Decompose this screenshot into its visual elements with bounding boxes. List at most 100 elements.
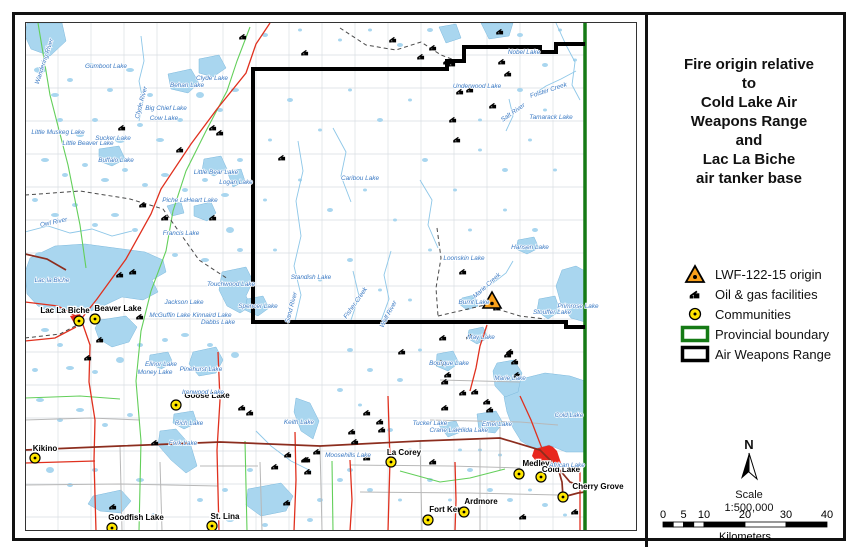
oil-gas-facility-icon [496,28,504,35]
scale-tick-label: 40 [821,509,833,521]
community-marker: Cherry Grove [557,481,625,503]
scale-ratio: 1:500,000 [724,502,774,514]
map-frame [25,22,637,531]
lake-label: Primrose Lake [557,303,599,310]
lake-label: Logan Lake [219,179,253,186]
oil-gas-facility-icon [284,451,292,458]
legend-item-label: Communities [715,306,791,322]
legend-item: Oil & gas facilities [648,284,850,304]
oil-gas-facility-icon [351,438,359,445]
community-label: St. Lina [211,512,240,521]
lake-label: Money Lake [138,369,173,376]
lake-label: Elinor Lake [145,361,177,368]
oil-gas-facility-icon [136,313,144,320]
oil-gas-facility-icon [216,129,224,136]
oil-gas-facility-icon [304,468,312,475]
oil-gas-facility-icon [441,404,449,411]
lake-label: Salt River [500,101,527,123]
oil-gas-facility-icon [489,102,497,109]
oil-gas-facility-icon [466,333,474,340]
outer-frame [12,12,846,541]
legend-item: Provincial boundary [648,324,850,344]
lake-label: Little Beaver Lake [62,140,114,147]
oil-gas-facility-icon [278,154,286,161]
oil-gas-facility-icon [483,398,491,405]
oil-gas-facility-icon [571,508,579,515]
scale-bar-segment [744,521,787,528]
scale-bar-canvas: 0 5 10 20 30 40 Kilometers [660,509,833,543]
oil-gas-facility-icon [486,406,494,413]
oil-gas-facility-icon [439,334,447,341]
lake-label: Spencer Lake [238,303,278,310]
oil-gas-facility-icon [301,456,309,463]
community-icon [688,307,702,321]
scale-bar-segment [703,521,746,528]
legend-item-label: Provincial boundary [715,326,830,342]
oil-gas-facility-icon [238,404,246,411]
scale-tick-label: 30 [780,509,792,521]
map-title: Fire origin relative to Cold Lake Air We… [683,56,815,187]
community-label: Cold Lake [542,465,581,474]
legend-item-label: Air Weapons Range [715,346,832,362]
lake-label: Bourque Lake [429,360,469,367]
oil-gas-facility-icon [471,388,479,395]
oil-gas-facility-icon [429,458,437,465]
lake-label: Owl River [39,216,68,229]
oil-gas-facility-icon [301,49,309,56]
lake-label: Nobel Lake [508,49,541,56]
oil-gas-facility-icon [96,336,104,343]
oil-gas-facility-icon [313,448,321,455]
north-arrow-icon [741,452,758,481]
lake-label: Cold Lake [555,412,584,419]
community-label: Kikino [33,444,58,453]
lake-label: African Lake [548,462,585,469]
community-marker: Beaver Lake [89,303,143,325]
oil-gas-facility-icon [448,60,456,67]
map-canvas: Lac La Biche Beaver Lake Goose Lake Kikino G… [25,22,637,531]
oil-gas-facility-icon [376,418,384,425]
oil-gas-facility-icon [441,378,449,385]
scale-bar-segment [672,521,684,528]
oil-gas-facility-icon [283,499,291,506]
lake-label: McGuffin Lake [149,312,191,319]
community-label: Goodfish Lake [108,513,164,522]
oil-gas-facility-icon [459,389,467,396]
oil-gas-facility-icon [348,428,356,435]
oil-gas-facility-icon [209,124,217,131]
lake-label: Buffalo Lake [98,157,134,164]
community-label: Ardmore [464,497,498,506]
lake-label: Big Chief Lake [145,105,187,112]
oil-gas-facility-icon [209,214,217,221]
oil-gas-facility-icon [466,86,474,93]
lake-label: Pinehurst Lake [180,366,223,373]
lake-label: Touchwood Lake [207,281,256,288]
scale-bar-segment [683,521,695,528]
oil-gas-facility-icon [444,371,452,378]
communities: Lac La Biche Beaver Lake Goose Lake Kikino G… [29,303,625,531]
oil-gas-facility-icon [519,513,527,520]
community-marker: Fort Kent [422,504,466,526]
legend-item: Air Weapons Range [648,344,850,364]
map: Lac La Biche Beaver Lake Goose Lake Kikino G… [25,22,637,531]
community-label: Medley [522,459,550,468]
scale-tick-label: 20 [739,509,751,521]
community-label: Fort Kent [429,505,465,514]
lake-label: Little Bear Lake [194,169,239,176]
lake-label: Clyde Lake [196,75,228,82]
oil-gas-facility-icon [378,426,386,433]
community-marker: Medley [513,458,551,480]
oil-gas-facility-icon [246,409,254,416]
scale-bar: 0 5 10 20 30 40 Kilometers [648,508,850,548]
lake-label: Kinnaird Lake [192,312,232,319]
oil-gas-facility-icon [459,268,467,275]
community-marker: St. Lina [206,511,241,531]
legend-item-label: Oil & gas facilities [715,286,818,302]
community-marker: Lac La Biche [39,305,91,327]
lake-label: Ironwood Lake [182,389,224,396]
community-marker: La Corey [385,447,423,468]
oil-gas-facility-icon [453,136,461,143]
oil-gas-facility-icon [511,358,519,365]
oil-gas-icon [689,290,700,299]
